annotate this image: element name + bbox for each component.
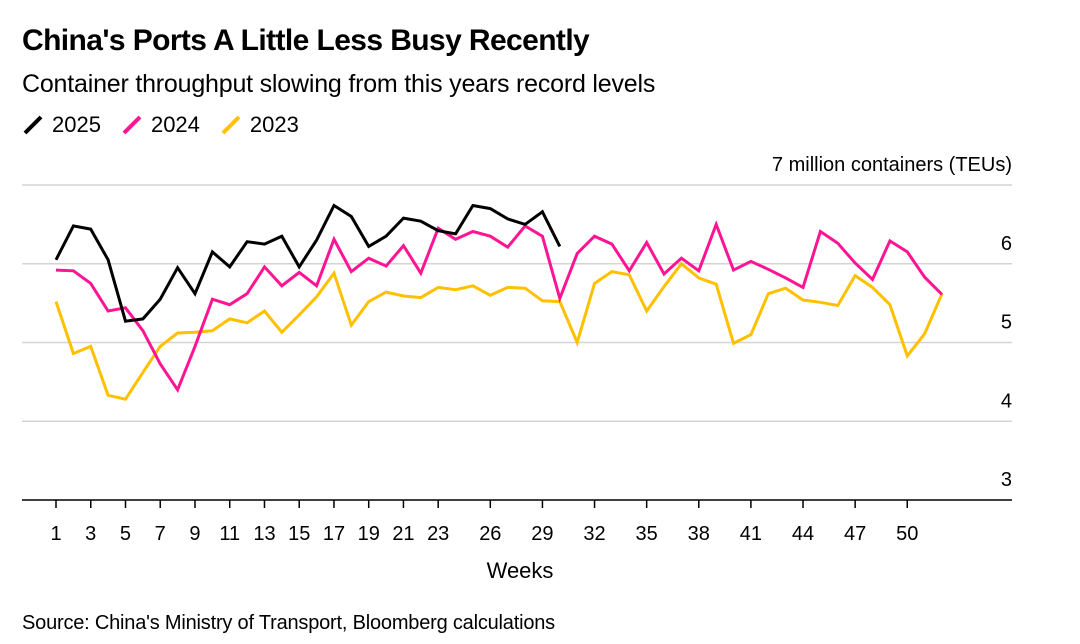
x-tick-label-3: 3	[85, 523, 96, 545]
chart-title: China's Ports A Little Less Busy Recentl…	[22, 24, 590, 57]
legend-item-2024: 2024	[121, 112, 200, 138]
series-line-2025	[54, 203, 562, 323]
x-axis-title: Weeks	[487, 558, 554, 583]
x-tick-label-23: 23	[427, 523, 449, 545]
y-tick-label-3: 3	[1001, 469, 1012, 491]
y-tick-label-5: 5	[1001, 312, 1012, 334]
x-tick-label-44: 44	[792, 523, 814, 545]
y-tick-label-4: 4	[1001, 390, 1012, 412]
chart-subtitle: Container throughput slowing from this y…	[22, 70, 656, 98]
series-line-2023	[54, 261, 944, 401]
x-tick-label-15: 15	[288, 523, 310, 545]
x-tick-label-50: 50	[896, 523, 918, 545]
x-tick-label-41: 41	[740, 523, 762, 545]
legend: 2025 2024 2023	[22, 112, 319, 138]
series-line-2024	[55, 220, 944, 393]
x-tick-label-7: 7	[155, 523, 166, 545]
legend-label-2023: 2023	[249, 112, 299, 137]
legend-swatch-2025	[23, 115, 43, 135]
x-tick-label-26: 26	[479, 523, 501, 545]
y-tick-label-6: 6	[1001, 233, 1012, 255]
x-tick-label-38: 38	[688, 523, 710, 545]
x-tick-label-47: 47	[844, 523, 866, 545]
x-tick-label-5: 5	[120, 523, 131, 545]
legend-item-2023: 2023	[220, 112, 299, 138]
x-tick-label-32: 32	[583, 523, 605, 545]
legend-item-2025: 2025	[22, 112, 101, 138]
x-tick-label-13: 13	[253, 523, 275, 545]
x-tick-label-29: 29	[531, 523, 553, 545]
x-tick-label-1: 1	[50, 523, 61, 545]
x-tick-label-35: 35	[636, 523, 658, 545]
y-tick-label-7: 7 million containers (TEUs)	[772, 154, 1012, 176]
x-tick-label-21: 21	[392, 523, 414, 545]
x-tick-label-9: 9	[189, 523, 200, 545]
x-tick-label-11: 11	[219, 523, 240, 545]
legend-label-2025: 2025	[52, 112, 101, 137]
legend-swatch-2024	[122, 115, 142, 135]
legend-label-2024: 2024	[150, 112, 200, 137]
x-tick-label-17: 17	[323, 523, 345, 545]
x-tick-label-19: 19	[358, 523, 380, 545]
source-note: Source: China's Ministry of Transport, B…	[22, 612, 555, 634]
legend-swatch-2023	[221, 115, 241, 135]
